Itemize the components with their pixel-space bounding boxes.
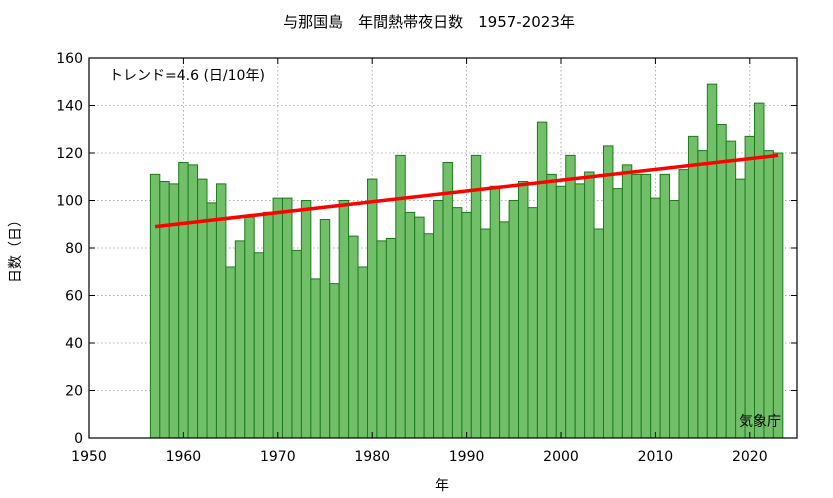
bar-2009	[640, 173, 652, 439]
bar-1978	[348, 235, 359, 439]
bar-1965	[225, 266, 236, 439]
bar-1987	[433, 200, 444, 439]
bar-2017	[716, 124, 727, 439]
bar-1992	[480, 228, 491, 439]
bar-1974	[310, 278, 321, 439]
x-tick-label: 2020	[732, 449, 768, 465]
bar-1975	[319, 219, 331, 439]
bar-2022	[763, 150, 774, 439]
bar-1962	[197, 178, 208, 439]
bar-2023	[772, 152, 784, 439]
bar-1966	[234, 240, 246, 439]
y-tick-label: 20	[65, 384, 83, 400]
source-label: 気象庁	[739, 414, 781, 430]
bar-2003	[584, 171, 595, 439]
bar-1957	[149, 173, 161, 439]
trend-line-group	[154, 153, 779, 229]
bar-1958	[159, 181, 170, 439]
bar-1967	[244, 216, 255, 439]
bar-2012	[669, 200, 680, 439]
bar-1977	[338, 200, 350, 439]
bar-1961	[187, 164, 199, 439]
bar-2020	[744, 135, 756, 439]
bar-2021	[754, 102, 765, 439]
bar-2006	[612, 188, 623, 439]
bar-1959	[168, 183, 180, 439]
bar-1964	[215, 183, 227, 439]
y-tick-label: 120	[56, 146, 83, 162]
bar-1981	[376, 240, 387, 439]
bar-1986	[423, 233, 435, 439]
x-tick-label: 1970	[260, 449, 296, 465]
bar-2001	[565, 154, 576, 439]
bar-1993	[489, 185, 501, 439]
bar-2004	[593, 228, 604, 439]
bar-1988	[442, 162, 453, 439]
y-tick-label: 40	[65, 336, 83, 352]
bar-1968	[253, 252, 265, 439]
bar-1984	[404, 211, 416, 439]
bar-1976	[329, 283, 340, 439]
x-tick-label: 1960	[166, 449, 202, 465]
bar-1989	[451, 207, 463, 439]
y-tick-label: 160	[56, 51, 83, 67]
bars	[149, 83, 784, 439]
bar-2000	[555, 185, 567, 439]
x-axis-title: 年	[435, 478, 449, 494]
bar-1970	[272, 197, 284, 439]
bar-2016	[706, 83, 718, 439]
trend-annotation: トレンド=4.6 (日/10年)	[109, 68, 265, 84]
bar-1994	[499, 221, 510, 439]
bar-1973	[300, 200, 312, 439]
bar-2005	[602, 145, 614, 439]
bar-1995	[508, 200, 520, 439]
bar-2011	[659, 173, 671, 439]
x-tick-label: 2000	[543, 449, 579, 465]
y-tick-label: 140	[56, 99, 83, 115]
bar-1971	[282, 197, 293, 439]
y-tick-label: 60	[65, 289, 83, 305]
x-tick-label: 1950	[71, 449, 107, 465]
bar-1969	[263, 211, 274, 439]
bar-1963	[206, 202, 217, 439]
y-axis-title: 日数（日）	[8, 213, 24, 283]
bar-1979	[357, 266, 368, 439]
bar-2014	[687, 135, 699, 439]
trend-line	[154, 153, 779, 229]
bar-1960	[178, 162, 189, 439]
axes: 0 20 40 60 80 100 120 140 160 1950 1960 1970 1980 199…	[56, 51, 797, 465]
bar-2018	[725, 140, 737, 439]
bar-1972	[291, 249, 302, 439]
x-tick-label: 2010	[638, 449, 674, 465]
bar-2019	[735, 178, 746, 439]
bar-2015	[697, 150, 708, 439]
bar-2010	[650, 197, 661, 439]
x-tick-label: 1980	[354, 449, 390, 465]
bar-1997	[527, 207, 538, 439]
bar-2008	[631, 173, 642, 439]
y-tick-label: 80	[65, 241, 83, 257]
y-tick-label: 100	[56, 194, 83, 210]
bar-1982	[385, 238, 397, 439]
bar-1991	[470, 154, 482, 439]
bar-1985	[414, 216, 425, 439]
x-tick-label: 1990	[449, 449, 485, 465]
bar-2007	[621, 164, 633, 439]
bar-2002	[574, 183, 586, 439]
y-tick-label: 0	[74, 431, 83, 447]
bar-1996	[518, 181, 529, 439]
bar-2013	[678, 169, 689, 439]
bar-1999	[546, 173, 557, 439]
bar-1980	[366, 178, 378, 439]
bar-1998	[536, 121, 548, 439]
bar-1990	[461, 211, 472, 439]
chart-title: 与那国島 年間熱帯夜日数 1957-2023年	[283, 13, 575, 31]
